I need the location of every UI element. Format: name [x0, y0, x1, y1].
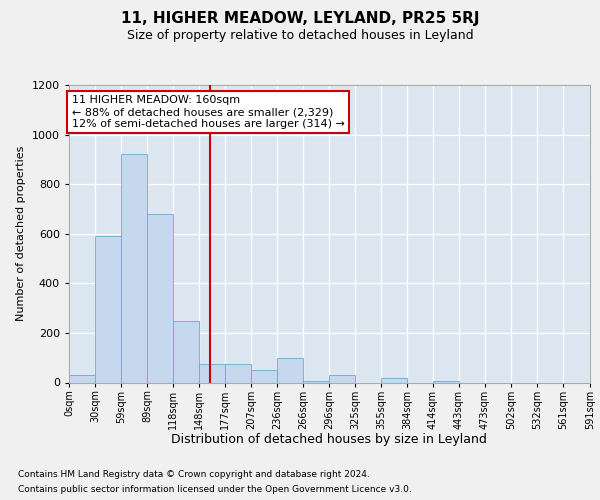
Bar [69, 375, 95, 382]
Bar [95, 236, 121, 382]
Bar [251, 370, 277, 382]
Bar [147, 214, 173, 382]
Text: 11 HIGHER MEADOW: 160sqm
← 88% of detached houses are smaller (2,329)
12% of sem: 11 HIGHER MEADOW: 160sqm ← 88% of detach… [71, 96, 344, 128]
Text: Contains HM Land Registry data © Crown copyright and database right 2024.: Contains HM Land Registry data © Crown c… [18, 470, 370, 479]
Bar [173, 320, 199, 382]
Text: 11, HIGHER MEADOW, LEYLAND, PR25 5RJ: 11, HIGHER MEADOW, LEYLAND, PR25 5RJ [121, 11, 479, 26]
Text: Size of property relative to detached houses in Leyland: Size of property relative to detached ho… [127, 28, 473, 42]
Bar [381, 378, 407, 382]
Bar [199, 364, 225, 382]
Text: Contains public sector information licensed under the Open Government Licence v3: Contains public sector information licen… [18, 485, 412, 494]
Y-axis label: Number of detached properties: Number of detached properties [16, 146, 26, 322]
Bar [225, 364, 251, 382]
Text: Distribution of detached houses by size in Leyland: Distribution of detached houses by size … [171, 432, 487, 446]
Bar [277, 358, 303, 382]
Bar [121, 154, 147, 382]
Bar [329, 375, 355, 382]
